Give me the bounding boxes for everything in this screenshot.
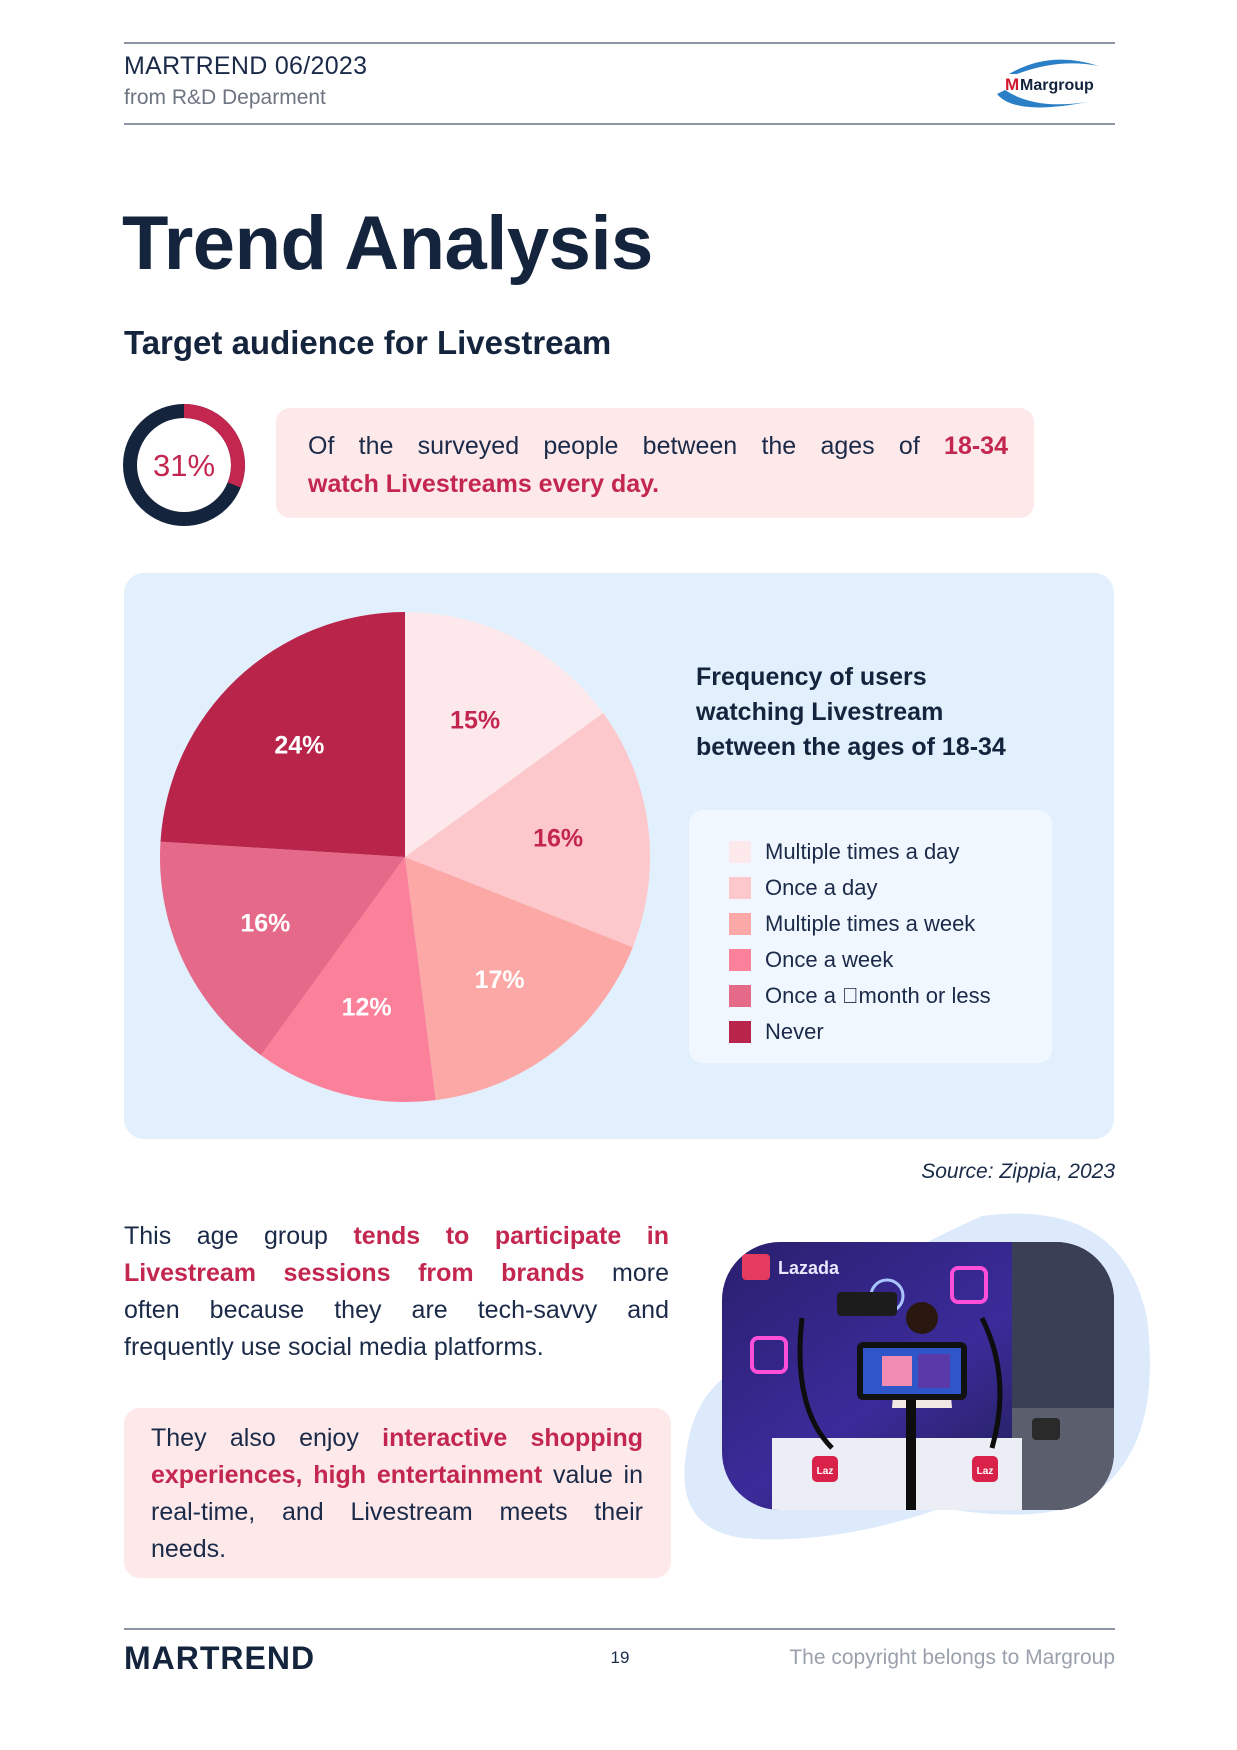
pie-slice-label: 16%	[533, 825, 583, 853]
livestream-photo: Lazada Laz Laz	[684, 1213, 1150, 1540]
legend-swatch	[729, 949, 751, 971]
pie-slice-label: 24%	[274, 731, 324, 759]
frequency-pie-chart: 15% 16% 17% 12% 16% 24%	[160, 612, 650, 1102]
pie-slice-label: 15%	[450, 706, 500, 734]
stat-text: Of the surveyed people between the ages …	[308, 432, 920, 460]
header-rule-bottom	[124, 123, 1115, 125]
callout-text: They also enjoy	[151, 1424, 383, 1452]
footer-brand: MARTREND	[124, 1640, 316, 1676]
issue-label: MARTREND 06/2023	[124, 52, 368, 80]
source-citation:  Source: Zippia, 2023	[905, 1160, 1115, 1183]
chart-legend: Multiple times a day Once a day Multiple t…	[689, 810, 1052, 1063]
chart-title-line: watching Livestream	[696, 698, 944, 726]
stat-line-2: watch Livestreams every day.	[308, 465, 1008, 503]
stat-emphasis: watch Livestreams every day.	[308, 470, 660, 498]
copyright-notice: The copyright belongs to Margroup	[789, 1646, 1115, 1669]
callout-text: value in real-time, and Livestream meets…	[151, 1461, 643, 1563]
legend-label: Once a day	[765, 875, 878, 900]
header-rule-top	[124, 42, 1115, 44]
margroup-logo: M Margroup	[997, 59, 1099, 108]
legend-swatch	[729, 841, 751, 863]
page-title: Trend Analysis	[122, 201, 653, 286]
legend-item: Multiple times a week	[689, 906, 1052, 942]
legend-swatch	[729, 985, 751, 1007]
legend-label: Never	[765, 1019, 824, 1044]
ring-value: 31%	[153, 448, 215, 483]
photo-badge-text: Laz	[817, 1466, 834, 1477]
para-line: often because they are tech-savvy and	[124, 1296, 669, 1324]
pie-slice	[160, 612, 405, 857]
pie-slice	[160, 841, 405, 1056]
percentage-ring: 31%	[123, 404, 245, 526]
legend-swatch	[729, 877, 751, 899]
stat-age-range: 18-34	[944, 432, 1008, 460]
pie-slice	[405, 712, 650, 948]
footer-rule	[124, 1628, 1115, 1630]
legend-label: Once a  month or less	[765, 983, 991, 1008]
pie-slice-label: 16%	[240, 910, 290, 938]
ring-progress-arc	[123, 404, 245, 526]
chart-title-line: between the ages of 18-34	[696, 733, 1006, 761]
photo-badge-text: Laz	[977, 1466, 994, 1477]
pie-slice-label: 12%	[342, 994, 392, 1022]
legend-item: Once a day	[689, 870, 1052, 906]
svg-text:M: M	[1005, 75, 1019, 94]
pie-slice	[260, 857, 436, 1102]
para-highlight: Livestream sessions from brands	[124, 1259, 585, 1287]
legend-item: Once a week	[689, 942, 1052, 978]
legend-item: Never	[689, 1014, 1052, 1050]
para-line: This age group tends to participate in	[124, 1218, 669, 1255]
chart-title-line: Frequency of users	[696, 663, 927, 691]
chart-title: Frequency of users watching Livestream b…	[696, 660, 1076, 765]
legend-label: Multiple times a week	[765, 911, 976, 936]
callout-highlight: interactive shopping experiences, high e…	[151, 1424, 644, 1489]
section-subtitle: Target audience for Livestream	[124, 324, 612, 361]
para-text: more	[584, 1259, 669, 1287]
para-line: Livestream sessions from brands more	[124, 1255, 669, 1292]
logo-wordmark: Margroup	[1020, 77, 1094, 94]
legend-label: Multiple times a day	[765, 839, 960, 864]
para-line: frequently use social media platforms.	[124, 1333, 544, 1361]
callout-box: They also enjoy interactive shopping exp…	[124, 1408, 671, 1578]
para-highlight: tends to participate in	[353, 1222, 669, 1250]
legend-swatch	[729, 913, 751, 935]
legend-item: Multiple times a day	[689, 834, 1052, 870]
pie-slice	[405, 857, 633, 1101]
stat-line-1: Of the surveyed people between the ages …	[308, 427, 1008, 465]
legend-item: Once a  month or less	[689, 978, 1052, 1014]
legend-label: Once a week	[765, 947, 894, 972]
page-number: 19	[610, 1648, 630, 1667]
highlight-stat-box: Of the surveyed people between the ages …	[276, 408, 1034, 518]
para-text: This age group	[124, 1222, 354, 1250]
legend-swatch	[729, 1021, 751, 1043]
pie-slice	[405, 612, 604, 857]
body-paragraph: This age group tends to participate in L…	[124, 1218, 669, 1366]
photo-sign-text: Lazada	[778, 1258, 840, 1278]
pie-slice-label: 17%	[475, 966, 525, 994]
department-label: from R&D Deparment	[124, 86, 326, 109]
